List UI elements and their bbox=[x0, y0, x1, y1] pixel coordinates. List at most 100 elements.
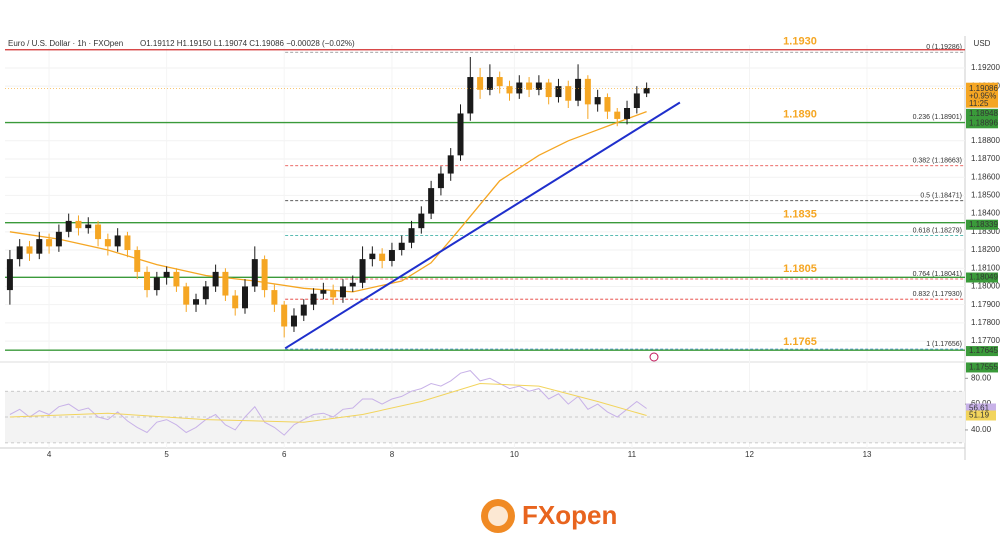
candle-body bbox=[271, 290, 278, 305]
candle-body bbox=[222, 271, 229, 296]
price-tag-label: 1.18896 bbox=[969, 118, 998, 127]
candle-body bbox=[398, 242, 405, 251]
candle-body bbox=[486, 77, 493, 90]
candle-body bbox=[242, 286, 248, 309]
candle-body bbox=[153, 277, 160, 291]
candle-body bbox=[16, 246, 23, 260]
candle-body bbox=[26, 246, 33, 254]
price-tag-label: 1.18339 bbox=[969, 220, 998, 229]
candle-body bbox=[134, 250, 141, 272]
y-tick-label: 1.18800 bbox=[971, 136, 1000, 145]
fib-label: 0.618 (1.18279) bbox=[913, 227, 962, 234]
candle-body bbox=[555, 86, 562, 98]
candle-body bbox=[379, 253, 386, 261]
y-tick-label: 1.17800 bbox=[971, 318, 1000, 327]
candle-body bbox=[643, 87, 650, 94]
price-tag-label: 1.17645 bbox=[969, 346, 998, 355]
y-tick-label: 1.17700 bbox=[971, 336, 1000, 345]
brand: FXopen bbox=[522, 500, 617, 530]
y-tick-label: 1.18000 bbox=[971, 282, 1000, 291]
candle-body bbox=[526, 82, 533, 90]
last-price-time: 11:25 bbox=[969, 99, 989, 108]
candle-body bbox=[633, 93, 640, 108]
candle-body bbox=[104, 239, 111, 247]
x-tick-label: 6 bbox=[282, 450, 287, 459]
x-tick-label: 5 bbox=[164, 450, 169, 459]
rsi-line bbox=[9, 370, 647, 436]
candle-body bbox=[594, 97, 601, 105]
level-label: 1.1930 bbox=[783, 36, 817, 48]
fib-label: 0.832 (1.17930) bbox=[913, 291, 962, 298]
rsi-tag-label: 51.19 bbox=[969, 411, 990, 420]
candle-body bbox=[75, 220, 82, 229]
candle-body bbox=[388, 250, 395, 261]
candle-body bbox=[614, 111, 621, 119]
fib-label: 0.382 (1.18663) bbox=[913, 158, 962, 165]
candle-body bbox=[290, 315, 297, 327]
candle-body bbox=[359, 259, 366, 283]
y-tick-label: 1.18600 bbox=[971, 172, 1000, 181]
rsi-tag-label: 56.61 bbox=[969, 404, 990, 413]
last-price-tag bbox=[966, 82, 998, 108]
price-tag bbox=[966, 346, 998, 357]
candle-body bbox=[183, 286, 190, 305]
price-tag bbox=[966, 118, 998, 129]
price-tag-label: 1.18049 bbox=[969, 273, 998, 282]
fib-label: 0 (1.19286) bbox=[926, 44, 962, 51]
level-label: 1.1765 bbox=[783, 336, 817, 348]
price-tag bbox=[966, 362, 998, 373]
candle-body bbox=[55, 231, 62, 247]
y-tick-label: 1.18400 bbox=[971, 209, 1000, 218]
x-tick-label: 11 bbox=[628, 450, 637, 459]
y-tick-label: 1.18100 bbox=[971, 263, 1000, 272]
candle-body bbox=[349, 282, 356, 287]
candle-body bbox=[85, 224, 92, 229]
candle-body bbox=[418, 213, 425, 229]
candle-body bbox=[95, 224, 102, 240]
currency: USD bbox=[974, 39, 991, 48]
candle-body bbox=[65, 220, 72, 232]
x-tick-label: 4 bbox=[47, 450, 52, 459]
candle-body bbox=[545, 82, 552, 98]
candle-body bbox=[251, 259, 258, 287]
y-tick-label: 1.18300 bbox=[971, 227, 1000, 236]
price-tag bbox=[966, 108, 998, 119]
level-label: 1.1890 bbox=[783, 108, 817, 120]
candle-body bbox=[163, 271, 170, 278]
candle-body bbox=[193, 299, 200, 305]
level-label: 1.1805 bbox=[783, 263, 817, 275]
x-tick-label: 12 bbox=[745, 450, 754, 459]
rsi-tick-label: 80.00 bbox=[971, 373, 992, 382]
candle-body bbox=[114, 235, 121, 247]
candle-body bbox=[339, 286, 346, 298]
fib-label: 0.236 (1.18901) bbox=[913, 114, 962, 121]
logo-icon-inner bbox=[488, 506, 508, 526]
candle-body bbox=[281, 304, 288, 327]
x-tick-label: 8 bbox=[390, 450, 395, 459]
candle-body bbox=[261, 259, 268, 291]
candle-body bbox=[36, 239, 43, 254]
candle-body bbox=[575, 78, 582, 101]
x-tick-label: 10 bbox=[510, 450, 519, 459]
x-tick-label: 13 bbox=[863, 450, 872, 459]
ohlc-header: O1.19112 H1.19150 L1.19074 C1.19086 −0.0… bbox=[140, 39, 355, 48]
candle-body bbox=[496, 77, 503, 87]
trendline bbox=[284, 101, 681, 350]
candle-body bbox=[467, 77, 474, 114]
candle-body bbox=[408, 228, 415, 243]
candle-body bbox=[506, 86, 513, 94]
candle-body bbox=[516, 82, 523, 94]
candle-body bbox=[330, 290, 337, 298]
candle-body bbox=[320, 290, 327, 294]
candle-body bbox=[457, 113, 464, 156]
candle-body bbox=[232, 295, 239, 309]
level-label: 1.1835 bbox=[783, 209, 817, 221]
candle-body bbox=[144, 271, 151, 291]
candle-body bbox=[447, 155, 454, 174]
price-tag-label: 1.17555 bbox=[969, 363, 998, 372]
candle-body bbox=[584, 78, 591, 105]
candle-body bbox=[6, 259, 13, 291]
y-tick-label: 1.19200 bbox=[971, 63, 1000, 72]
fib-label: 1 (1.17656) bbox=[926, 341, 962, 348]
